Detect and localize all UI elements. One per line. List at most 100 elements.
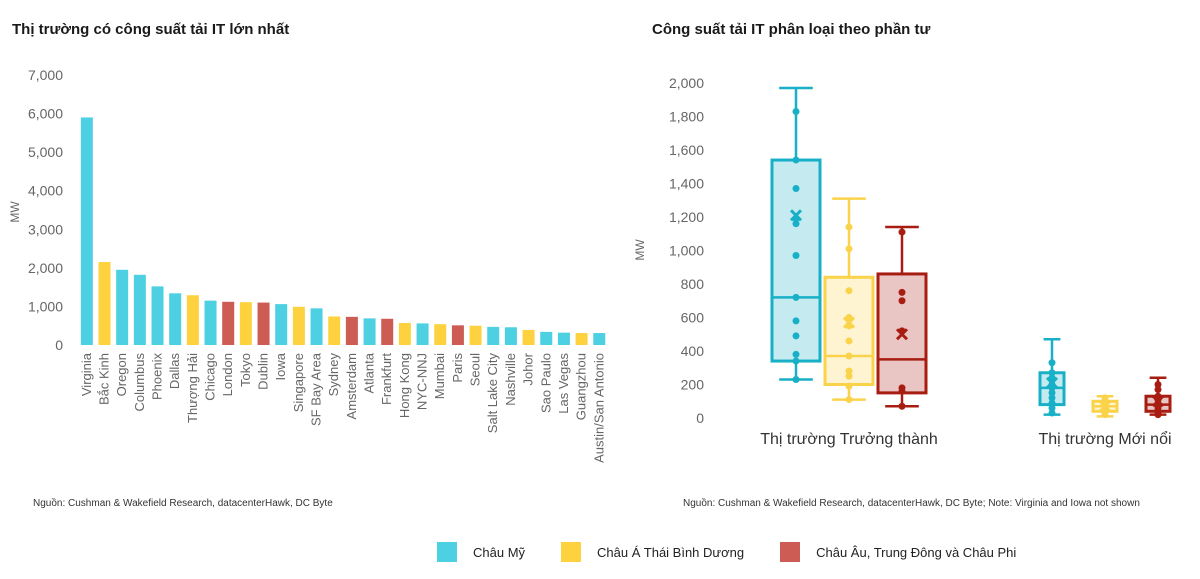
- data-point-apac-2: [1101, 411, 1109, 419]
- data-point-americas-1: [792, 332, 800, 340]
- y-tick-label: 2,000: [28, 260, 63, 276]
- data-point-apac-1: [845, 367, 853, 375]
- bar-2: [98, 262, 111, 345]
- x-tick-label: Chicago: [203, 353, 218, 401]
- data-point-americas-1: [792, 185, 800, 193]
- bar-3: [116, 269, 129, 345]
- data-point-apac-1: [845, 396, 853, 404]
- data-point-emea-1: [898, 297, 906, 305]
- data-point-americas-2: [1048, 389, 1056, 397]
- bar-19: [398, 323, 411, 345]
- y-tick-label: 0: [55, 337, 63, 353]
- x-tick-label: Oregon: [114, 353, 129, 396]
- mean-marker-apac-2: [1098, 400, 1112, 413]
- y-tick-label: 6,000: [28, 106, 63, 122]
- bar-30: [593, 333, 606, 345]
- data-point-americas-2: [1048, 394, 1056, 402]
- legend-label-apac: Châu Á Thái Bình Dương: [597, 544, 745, 560]
- right-chart-title: Công suất tải IT phân loại theo phần tư: [652, 21, 931, 38]
- data-point-americas-1: [792, 107, 800, 115]
- data-point-emea-2: [1154, 381, 1162, 388]
- x-tick-label: Singapore: [291, 353, 306, 412]
- left-source-note: Nguồn: Cushman & Wakefield Research, dat…: [33, 498, 333, 509]
- x-tick-label: Hong Kong: [397, 353, 412, 418]
- bar-29: [575, 333, 588, 345]
- box-chart: 0 200 400 600 800 1,000 1,200 1,400 1,600 1,800 2,…: [633, 75, 1172, 448]
- bar-24: [487, 326, 500, 345]
- x-tick-label: Guangzhou: [574, 353, 589, 420]
- data-point-apac-1: [845, 382, 853, 390]
- x-tick-label: NYC-NNJ: [415, 353, 430, 410]
- data-point-emea-1: [898, 402, 906, 410]
- y-tick-label: 200: [681, 377, 705, 393]
- left-chart-title: Thị trường có công suất tải IT lớn nhất: [12, 21, 290, 38]
- mean-marker-americas-1: [789, 209, 803, 222]
- bar-11: [257, 302, 270, 345]
- mean-marker-emea-2: [1151, 395, 1165, 408]
- legend-item-apac: Châu Á Thái Bình Dương: [561, 542, 744, 562]
- data-point-emea-2: [1154, 386, 1162, 394]
- y-axis-label: MW: [8, 201, 22, 223]
- data-point-apac-1: [845, 287, 853, 295]
- x-tick-label: Seoul: [468, 353, 483, 386]
- x-tick-label: Columbus: [132, 353, 147, 412]
- data-point-americas-1: [792, 293, 800, 301]
- x-tick-label: Sydney: [326, 353, 341, 397]
- x-tick-label: Austin/San Antonio: [591, 353, 606, 463]
- x-tick-label: London: [220, 353, 235, 396]
- bar-13: [292, 306, 305, 345]
- x-tick-label: Amsterdam: [344, 353, 359, 419]
- bar-6: [169, 293, 182, 345]
- bar-4: [133, 274, 146, 345]
- legend-swatch-americas: [437, 542, 457, 562]
- bar-21: [434, 324, 447, 345]
- bar-25: [504, 327, 517, 345]
- bar-26: [522, 329, 535, 345]
- x-tick-label: Iowa: [273, 352, 288, 380]
- data-point-emea-2: [1154, 411, 1162, 419]
- bar-chart: 0 1,000 2,000 3,000 4,000 5,000 6,000 7,000 MW Vi…: [8, 67, 606, 463]
- x-category-label: Thị trường Trưởng thành: [760, 431, 938, 448]
- bar-10: [239, 302, 252, 345]
- data-point-americas-1: [792, 220, 800, 228]
- x-tick-label: Thượng Hải: [185, 353, 200, 423]
- x-tick-label: Mumbai: [432, 353, 447, 399]
- x-tick-label: Las Vegas: [556, 353, 571, 414]
- legend: Châu Mỹ Châu Á Thái Bình Dương Châu Âu, …: [437, 541, 1052, 563]
- y-tick-label: 1,600: [669, 142, 704, 158]
- x-tick-label: Phoenix: [150, 353, 165, 400]
- right-source-note: Nguồn: Cushman & Wakefield Research, dat…: [683, 498, 1140, 509]
- legend-label-emea: Châu Âu, Trung Đông và Châu Phi: [816, 544, 1017, 560]
- bar-12: [275, 304, 288, 345]
- bar-22: [451, 325, 464, 345]
- data-point-emea-1: [898, 387, 906, 395]
- data-point-americas-1: [792, 317, 800, 325]
- x-tick-label: Sao Paulo: [538, 353, 553, 413]
- bar-18: [381, 318, 394, 345]
- data-point-apac-1: [845, 337, 853, 345]
- x-tick-label: SF Bay Area: [309, 352, 324, 426]
- y-tick-label: 400: [681, 343, 705, 359]
- y-tick-label: 800: [681, 276, 705, 292]
- bar-23: [469, 325, 482, 345]
- data-point-americas-1: [792, 156, 800, 164]
- bar-1: [80, 117, 93, 345]
- data-point-emea-1: [898, 288, 906, 296]
- y-tick-label: 5,000: [28, 144, 63, 160]
- bar-28: [557, 332, 570, 345]
- legend-swatch-apac: [561, 542, 582, 562]
- y-tick-label: 1,000: [669, 243, 704, 259]
- y-tick-label: 1,000: [28, 298, 63, 314]
- x-tick-label: Atlanta: [362, 352, 377, 393]
- x-tick-label: Salt Lake City: [485, 353, 500, 434]
- x-tick-label: Tokyo: [238, 353, 253, 387]
- legend-label-americas: Châu Mỹ: [473, 544, 526, 560]
- y-tick-label: 0: [696, 410, 704, 426]
- box-apac-1: [823, 275, 875, 386]
- legend-item-americas: Châu Mỹ: [437, 542, 525, 562]
- mean-marker-emea-1: [895, 328, 909, 341]
- data-point-apac-1: [845, 352, 853, 360]
- x-tick-label: Frankfurt: [379, 353, 394, 405]
- bar-16: [345, 316, 358, 345]
- data-point-apac-1: [845, 245, 853, 253]
